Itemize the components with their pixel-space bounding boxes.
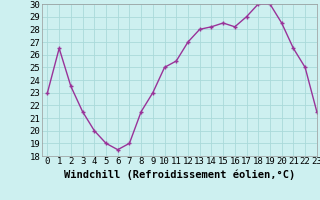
X-axis label: Windchill (Refroidissement éolien,°C): Windchill (Refroidissement éolien,°C): [64, 169, 295, 180]
